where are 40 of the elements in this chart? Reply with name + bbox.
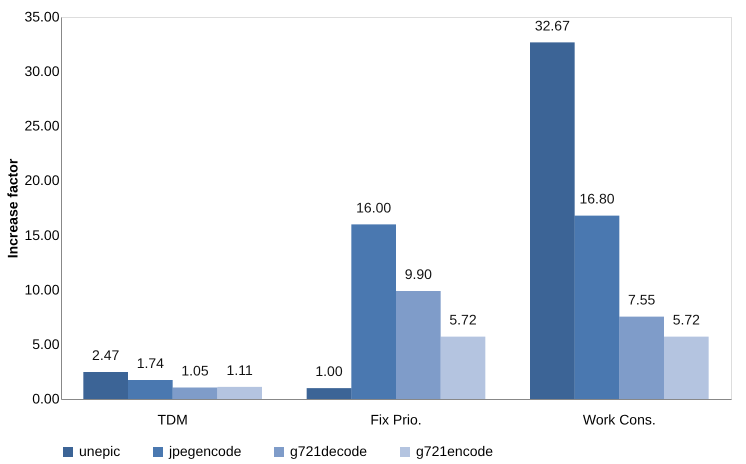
legend-label: g721encode <box>416 443 494 459</box>
bar <box>83 372 128 399</box>
bar <box>172 388 218 399</box>
y-tick-label: 0.00 <box>32 390 60 406</box>
bar <box>530 42 575 399</box>
data-label: 32.67 <box>534 17 570 34</box>
x-tick-label: Work Cons. <box>582 412 656 428</box>
bar <box>574 216 620 399</box>
bar <box>306 388 352 399</box>
y-axis-title: Increase factor <box>4 158 20 258</box>
bar <box>217 386 262 399</box>
data-label: 1.05 <box>181 362 209 379</box>
y-tick-label: 15.00 <box>24 226 60 243</box>
legend-label: jpegencode <box>168 443 242 459</box>
data-label: 16.80 <box>579 190 615 207</box>
data-label: 5.72 <box>449 312 477 328</box>
bar <box>440 336 486 399</box>
x-tick-label: Fix Prio. <box>370 412 422 428</box>
data-label: 5.72 <box>672 312 700 328</box>
y-tick-label: 35.00 <box>24 8 60 24</box>
bar <box>664 336 709 399</box>
bar <box>351 224 396 399</box>
data-label: 9.90 <box>404 266 432 282</box>
bar <box>619 316 664 399</box>
legend-label: unepic <box>79 443 120 459</box>
bar <box>128 380 173 399</box>
y-tick-label: 25.00 <box>24 118 60 134</box>
data-label: 1.74 <box>136 355 164 372</box>
bar <box>396 290 441 399</box>
x-tick-label: TDM <box>158 412 188 428</box>
data-label: 7.55 <box>628 292 656 308</box>
y-tick-label: 30.00 <box>24 63 60 80</box>
data-label: 1.11 <box>226 362 253 378</box>
y-tick-label: 10.00 <box>24 281 60 298</box>
data-label: 2.47 <box>92 347 120 364</box>
data-label: 1.00 <box>315 363 343 380</box>
legend-label: g721decode <box>290 443 368 459</box>
y-tick-label: 5.00 <box>32 336 60 352</box>
y-tick-label: 20.00 <box>24 172 60 188</box>
data-label: 16.00 <box>356 199 392 216</box>
